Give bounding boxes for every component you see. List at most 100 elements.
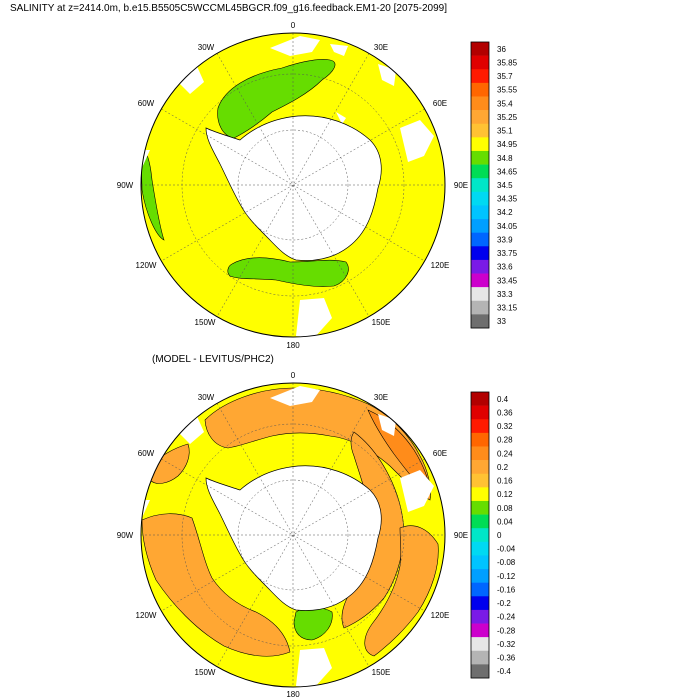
colorbar-label: 34.8	[497, 154, 513, 163]
salinity-map-border	[140, 32, 446, 338]
colorbar-label: 0.16	[497, 477, 513, 486]
colorbar-swatch	[471, 96, 489, 111]
lon-label: 150E	[372, 318, 391, 327]
lon-label: 180	[286, 341, 300, 350]
difference-title: (MODEL - LEVITUS/PHC2)	[152, 354, 274, 365]
difference-map-border	[140, 382, 446, 688]
colorbar-label: 35.85	[497, 58, 518, 67]
colorbar-label: 0.2	[497, 463, 509, 472]
colorbar-label: 35.7	[497, 72, 513, 81]
difference-longitude-labels: 0 30E 60E 90E 120E 150E 180 150W 120W 90…	[117, 371, 468, 699]
colorbar-swatch	[471, 609, 489, 624]
salinity-title: SALINITY at z=2414.0m, b.e15.B5505C5WCCM…	[10, 3, 447, 14]
colorbar-swatch	[471, 405, 489, 420]
difference-map: (MODEL - LEVITUS/PHC2)	[117, 354, 516, 699]
lon-label: 90W	[117, 531, 134, 540]
colorbar-label: 0	[497, 531, 502, 540]
colorbar-swatch	[471, 314, 489, 329]
colorbar-label: 0.08	[497, 504, 513, 513]
colorbar-label: 33.6	[497, 263, 513, 272]
colorbar-swatch	[471, 487, 489, 502]
colorbar-label: 35.1	[497, 127, 513, 136]
lon-label: 60E	[433, 449, 447, 458]
lon-label: 0	[291, 21, 296, 30]
difference-colorbar: 0.4 0.36 0.32 0.28 0.24 0.2 0.16 0.12 0.08 0.04 0 -…	[470, 391, 516, 679]
colorbar-label: -0.28	[497, 626, 516, 635]
colorbar-label: -0.24	[497, 613, 516, 622]
colorbar-swatch	[471, 637, 489, 652]
colorbar-label: 34.5	[497, 181, 513, 190]
colorbar-swatch	[471, 205, 489, 220]
colorbar-label: -0.04	[497, 545, 516, 554]
colorbar-label: 0.04	[497, 517, 513, 526]
colorbar-swatch	[471, 42, 489, 56]
colorbar-label: 33.15	[497, 304, 518, 313]
colorbar-swatch	[471, 110, 489, 125]
colorbar-swatch	[471, 555, 489, 570]
lon-label: 120W	[136, 611, 157, 620]
colorbar-swatch	[471, 541, 489, 556]
salinity-missing-data	[141, 36, 434, 337]
lon-label: 60E	[433, 99, 447, 108]
colorbar-label: -0.2	[497, 599, 511, 608]
colorbar-label: 33.75	[497, 249, 518, 258]
colorbar-label: -0.08	[497, 558, 516, 567]
colorbar-label: 34.95	[497, 140, 518, 149]
lon-label: 30E	[374, 43, 388, 52]
colorbar-swatch	[471, 419, 489, 434]
lon-label: 30W	[198, 393, 215, 402]
salinity-longitude-labels: 0 30E 60E 90E 120E 150E 180 150W 120W 90…	[117, 21, 468, 350]
colorbar-swatch	[471, 259, 489, 274]
colorbar-label: -0.16	[497, 585, 516, 594]
salinity-green-patch-west	[141, 149, 165, 241]
colorbar-label: -0.12	[497, 572, 516, 581]
difference-antarctica	[205, 465, 382, 611]
colorbar-label: 36	[497, 45, 506, 54]
colorbar-label: 0.32	[497, 422, 513, 431]
lon-label: 150E	[372, 668, 391, 677]
salinity-antarctica	[205, 115, 382, 261]
lon-label: 90W	[117, 181, 134, 190]
colorbar-swatch	[471, 473, 489, 488]
colorbar-label: 34.2	[497, 208, 513, 217]
lon-label: 120W	[136, 261, 157, 270]
difference-graticule	[141, 383, 445, 687]
colorbar-swatch	[471, 178, 489, 193]
colorbar-swatch	[471, 460, 489, 475]
colorbar-label: 34.05	[497, 222, 518, 231]
lon-label: 30E	[374, 393, 388, 402]
colorbar-label: 0.12	[497, 490, 513, 499]
salinity-map: SALINITY at z=2414.0m, b.e15.B5505C5WCCM…	[10, 3, 518, 350]
salinity-green-patch-ross	[227, 257, 349, 287]
colorbar-swatch	[471, 69, 489, 84]
colorbar-label: 0.28	[497, 436, 513, 445]
salinity-field	[141, 33, 445, 337]
colorbar-swatch	[471, 392, 489, 406]
colorbar-swatch	[471, 191, 489, 206]
lon-label: 60W	[138, 449, 155, 458]
colorbar-swatch	[471, 528, 489, 543]
colorbar-swatch	[471, 123, 489, 138]
lon-label: 60W	[138, 99, 155, 108]
colorbar-swatch	[471, 137, 489, 152]
colorbar-frame	[470, 391, 490, 679]
colorbar-swatch	[471, 569, 489, 583]
colorbar-label: 0.24	[497, 449, 513, 458]
colorbar-swatch	[471, 300, 489, 315]
colorbar-label: 33.9	[497, 235, 513, 244]
colorbar-swatch	[471, 232, 489, 247]
colorbar-swatch	[471, 164, 489, 179]
colorbar-swatch	[471, 150, 489, 165]
lon-label: 30W	[198, 43, 215, 52]
colorbar-swatch	[471, 246, 489, 261]
lon-label: 180	[286, 690, 300, 699]
colorbar-swatch	[471, 446, 489, 461]
colorbar-swatch	[471, 273, 489, 288]
salinity-graticule	[141, 33, 445, 337]
colorbar-label: -0.4	[497, 667, 511, 676]
lon-label: 120E	[431, 261, 450, 270]
colorbar-label: 35.25	[497, 113, 518, 122]
colorbar-label: 34.35	[497, 195, 518, 204]
colorbar-label: -0.36	[497, 654, 516, 663]
lon-label: 90E	[454, 181, 468, 190]
